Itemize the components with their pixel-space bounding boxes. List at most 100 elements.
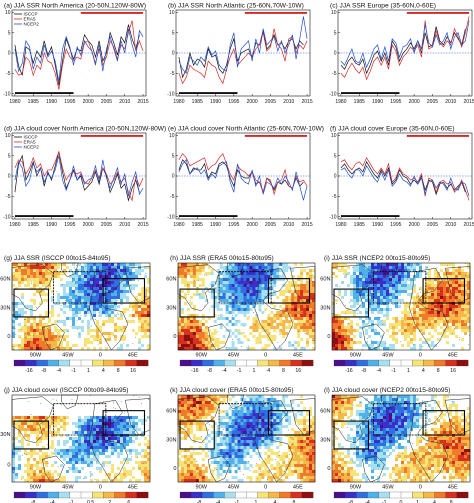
field-cell xyxy=(419,329,423,333)
field-cell xyxy=(93,431,97,435)
field-cell xyxy=(398,305,402,309)
field-cell xyxy=(111,272,115,276)
field-cell xyxy=(344,335,348,339)
field-cell xyxy=(300,275,304,279)
field-cell xyxy=(249,263,253,267)
field-cell xyxy=(178,332,182,336)
field-cell xyxy=(377,284,381,288)
field-cell xyxy=(282,284,286,288)
field-cell xyxy=(458,290,462,294)
field-cell xyxy=(219,323,223,327)
field-cell xyxy=(75,422,79,426)
field-cell xyxy=(312,287,316,291)
field-cell xyxy=(291,329,295,333)
field-cell xyxy=(180,329,185,333)
field-cell xyxy=(183,302,188,306)
field-cell xyxy=(183,308,188,312)
field-cell xyxy=(270,284,274,288)
field-cell xyxy=(288,323,292,327)
field-cell xyxy=(66,266,70,270)
significance-dot xyxy=(76,328,78,330)
field-cell xyxy=(144,416,148,420)
field-cell xyxy=(404,290,408,294)
field-cell xyxy=(33,308,37,312)
field-cell xyxy=(467,329,471,333)
field-cell xyxy=(51,311,55,315)
field-cell xyxy=(57,419,61,423)
field-cell xyxy=(261,317,265,321)
field-cell xyxy=(428,338,432,342)
field-cell xyxy=(39,344,43,348)
field-cell xyxy=(183,335,188,339)
field-cell xyxy=(279,347,283,351)
field-cell xyxy=(344,341,348,345)
field-cell xyxy=(282,326,286,330)
significance-dot xyxy=(304,333,306,334)
field-cell xyxy=(300,347,304,351)
significance-dot xyxy=(254,324,256,326)
field-cell xyxy=(123,293,127,297)
field-cell xyxy=(413,293,417,297)
field-cell xyxy=(386,311,390,315)
field-cell xyxy=(120,314,124,318)
field-cell xyxy=(410,287,414,291)
field-cell xyxy=(87,317,91,321)
field-cell xyxy=(455,347,459,351)
field-cell xyxy=(186,335,191,339)
field-cell xyxy=(309,275,313,279)
field-cell xyxy=(96,269,100,273)
significance-dot xyxy=(210,347,212,349)
field-cell xyxy=(377,290,381,294)
coastline xyxy=(331,264,374,312)
field-cell xyxy=(449,311,453,315)
field-cell xyxy=(261,329,265,333)
significance-dot xyxy=(405,273,407,275)
field-cell xyxy=(45,329,49,333)
field-cell xyxy=(425,281,429,285)
field-cell xyxy=(344,302,348,306)
field-cell xyxy=(434,263,438,267)
field-cell xyxy=(207,284,212,288)
field-cell xyxy=(437,338,441,342)
region-box-north-atlantic xyxy=(218,271,272,304)
field-cell xyxy=(258,338,262,342)
field-cell xyxy=(279,332,283,336)
field-cell xyxy=(39,299,43,303)
field-cell xyxy=(350,326,354,330)
field-cell xyxy=(108,329,112,333)
field-cell xyxy=(219,296,223,300)
field-cell xyxy=(347,326,351,330)
field-cell xyxy=(48,419,52,423)
field-cell xyxy=(219,314,223,318)
significance-dot xyxy=(380,264,381,266)
field-cell xyxy=(105,341,109,345)
field-cell xyxy=(347,269,351,273)
field-cell xyxy=(410,275,414,279)
field-cell xyxy=(461,326,465,330)
field-cell xyxy=(431,314,435,318)
field-cell xyxy=(132,434,136,438)
field-cell xyxy=(392,263,396,267)
field-cell xyxy=(36,416,40,420)
field-cell xyxy=(285,329,289,333)
y-tick-label: -5 xyxy=(170,194,175,200)
field-cell xyxy=(84,317,88,321)
field-cell xyxy=(90,278,94,282)
field-cell xyxy=(27,290,31,294)
field-cell xyxy=(279,323,283,327)
field-cell xyxy=(332,347,336,351)
field-cell xyxy=(117,419,121,423)
field-cell xyxy=(195,344,200,348)
coastline xyxy=(207,323,231,351)
field-cell xyxy=(228,278,232,282)
significance-dot xyxy=(97,344,99,346)
field-cell xyxy=(201,317,206,321)
field-cell xyxy=(183,314,188,318)
field-cell xyxy=(99,338,103,342)
significance-dot xyxy=(15,333,17,335)
field-cell xyxy=(120,344,124,348)
field-cell xyxy=(341,326,345,330)
field-cell xyxy=(389,347,393,351)
field-cell xyxy=(306,302,310,306)
field-cell xyxy=(135,431,139,435)
